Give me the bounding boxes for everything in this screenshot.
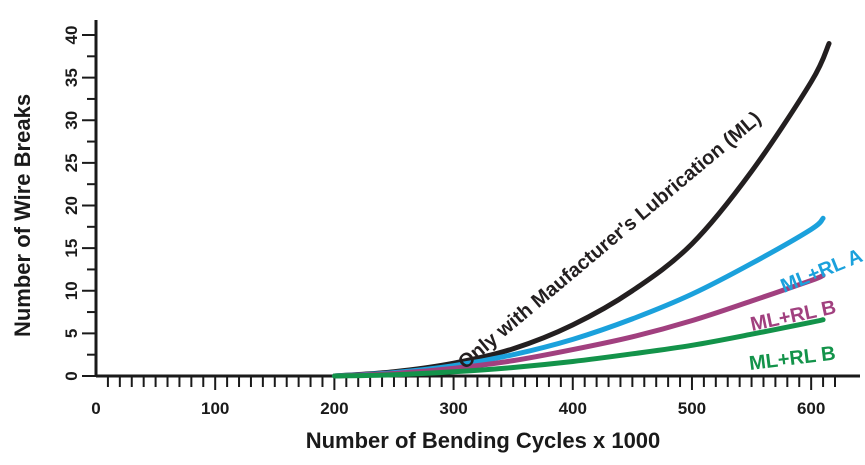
x-tick-label: 500 (678, 399, 706, 418)
y-tick-label: 15 (62, 239, 81, 258)
x-tick-label: 400 (559, 399, 587, 418)
x-tick-label: 0 (91, 399, 100, 418)
y-tick-label: 30 (62, 111, 81, 130)
series-line-ml-rl-b-green (331, 317, 826, 379)
y-tick-label: 0 (62, 371, 81, 380)
y-tick-label: 20 (62, 196, 81, 215)
series-label-ml-rl-a: ML+RL A (778, 245, 865, 298)
x-tick-label: 600 (797, 399, 825, 418)
series-labels: Only with Maufacturer's Lubrication (ML)… (454, 108, 865, 375)
series-group (331, 41, 832, 379)
series-label-ml-rl-b-green: ML+RL B (748, 343, 837, 375)
y-axis-title: Number of Wire Breaks (10, 94, 35, 337)
y-tick-label: 5 (62, 329, 81, 338)
y-tick-label: 25 (62, 153, 81, 172)
y-tick-label: 40 (62, 26, 81, 45)
x-tick-label: 100 (201, 399, 229, 418)
x-tick-label: 300 (439, 399, 467, 418)
y-tick-label: 10 (62, 281, 81, 300)
series-label-ml-rl-b: ML+RL B (748, 296, 838, 336)
y-tick-label: 35 (62, 68, 81, 87)
x-tick-label: 200 (320, 399, 348, 418)
series-label-ml: Only with Maufacturer's Lubrication (ML) (454, 108, 765, 374)
axes: 0 100 200 300 400 500 600 0 5 10 15 20 25 30 35 40 (62, 20, 860, 418)
x-axis-title: Number of Bending Cycles x 1000 (306, 428, 661, 453)
